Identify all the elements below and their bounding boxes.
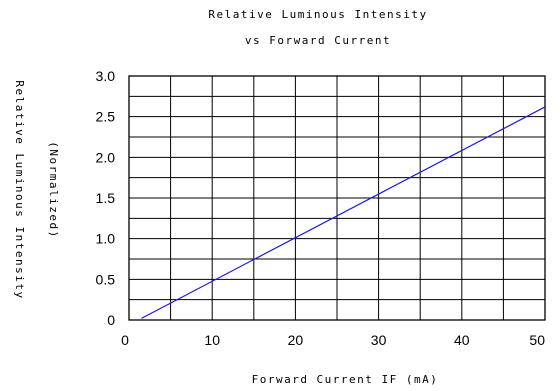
series-group: [141, 106, 546, 319]
y-tick-label: 3.0: [96, 68, 116, 84]
plot-frame: [128, 75, 546, 321]
series-line: [141, 106, 546, 319]
y-axis-label: Relative Luminous Intensity: [13, 80, 26, 299]
y-tick-label: 2.5: [96, 109, 116, 125]
y-tick-label: 0.5: [96, 271, 116, 287]
grid-lines: [129, 76, 545, 320]
x-tick-label: 20: [288, 332, 304, 348]
y-tick-label: 0: [107, 312, 115, 328]
x-tick-label: 10: [204, 332, 220, 348]
y-tick-label: 1.0: [96, 231, 116, 247]
x-tick-label: 30: [371, 332, 387, 348]
x-tick-label: 0: [121, 332, 129, 348]
chart-title: Relative Luminous Intensity: [208, 8, 427, 21]
y-tick-label: 1.5: [96, 190, 116, 206]
chart-subtitle: vs Forward Current: [245, 34, 391, 47]
x-tick-label: 40: [454, 332, 470, 348]
y-axis-sublabel: (Normalized): [47, 141, 60, 238]
y-tick-label: 2.0: [96, 149, 116, 165]
y-tick-labels: 0 0.5 1.0 1.5 2.0 2.5 3.0: [96, 68, 116, 328]
x-tick-labels: 0 10 20 30 40 50: [121, 332, 545, 348]
x-tick-label: 50: [529, 332, 545, 348]
x-axis-label: Forward Current IF (mA): [252, 373, 439, 386]
